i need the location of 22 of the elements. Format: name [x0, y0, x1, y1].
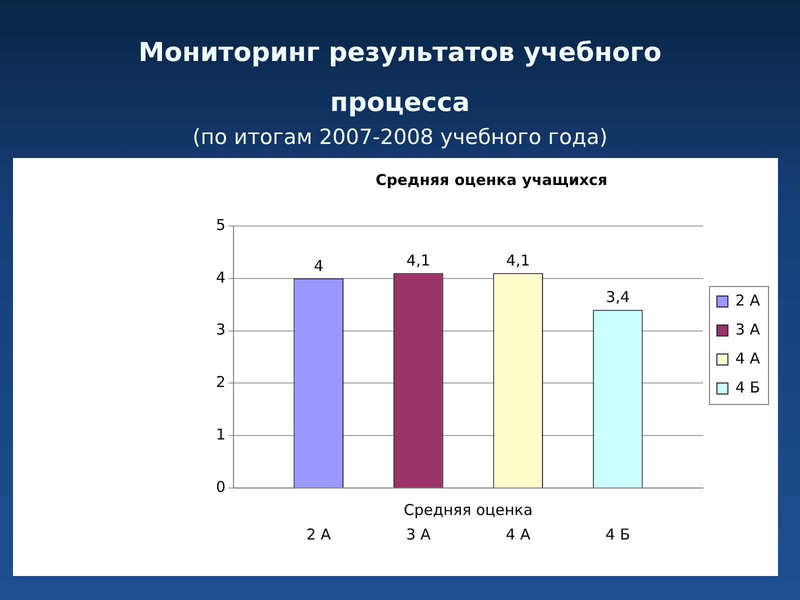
y-tick-label: 4 [216, 268, 226, 286]
legend-label: 2 А [735, 291, 761, 310]
chart-subtitle: (по итогам 2007-2008 учебного года) [191, 124, 609, 150]
data-label: 4 [314, 256, 324, 275]
y-tick-label: 1 [216, 425, 226, 444]
text: 4 Б [606, 525, 630, 544]
data-label: 3,4 [606, 288, 630, 306]
legend-label: 4 А [735, 349, 761, 368]
data-label: 4,1 [406, 252, 430, 270]
y-tick-label: 0 [216, 478, 226, 496]
legend-label: 3 А [735, 320, 761, 338]
data-label: 4,1 [506, 252, 530, 270]
text: Средняя оценка учащихся [376, 170, 608, 189]
text: 2 А [306, 525, 331, 544]
y-tick-label: 5 [216, 216, 226, 234]
y-tick-label: 2 [216, 373, 226, 392]
y-tick-label: 3 [216, 320, 226, 339]
text: 4 А [506, 525, 530, 544]
legend-label: 4 Б [735, 378, 760, 396]
text: 3 А [406, 525, 431, 544]
x-tick-label: Средняя оценка [404, 500, 533, 519]
chart-title: Мониторинг результатов учебного процесса [138, 38, 662, 118]
